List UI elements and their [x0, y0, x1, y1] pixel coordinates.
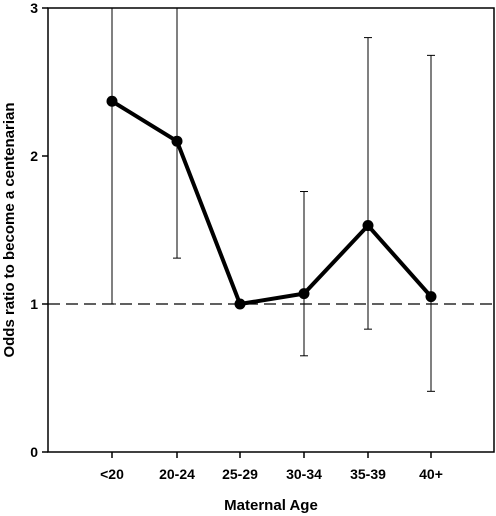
x-tick-label: 30-34	[286, 466, 322, 482]
y-tick-label: 3	[30, 0, 38, 16]
plot-area	[47, 7, 495, 453]
data-point	[425, 291, 437, 303]
data-point	[234, 298, 246, 310]
error-bars	[108, 8, 435, 392]
data-points	[106, 95, 437, 310]
y-tick-label: 1	[30, 296, 38, 312]
x-tick-label: 20-24	[159, 466, 195, 482]
y-tick-label: 0	[30, 444, 38, 460]
x-axis: <20 20-24 25-29 30-34 35-39 40+	[100, 452, 443, 482]
x-axis-title: Maternal Age	[224, 497, 318, 514]
data-point	[362, 220, 374, 232]
plot-frame	[47, 7, 495, 453]
x-tick-label: 25-29	[222, 466, 258, 482]
y-axis-title: Odds ratio to become a centenarian	[1, 102, 18, 357]
x-tick-label: 35-39	[350, 466, 386, 482]
data-point	[171, 135, 183, 147]
data-point	[298, 288, 310, 300]
y-tick-label: 2	[30, 148, 38, 164]
series-line	[110, 99, 433, 306]
data-point	[106, 95, 118, 107]
x-tick-label: <20	[100, 466, 124, 482]
x-tick-label: 40+	[419, 466, 443, 482]
y-axis: 0 1 2 3	[30, 0, 48, 460]
